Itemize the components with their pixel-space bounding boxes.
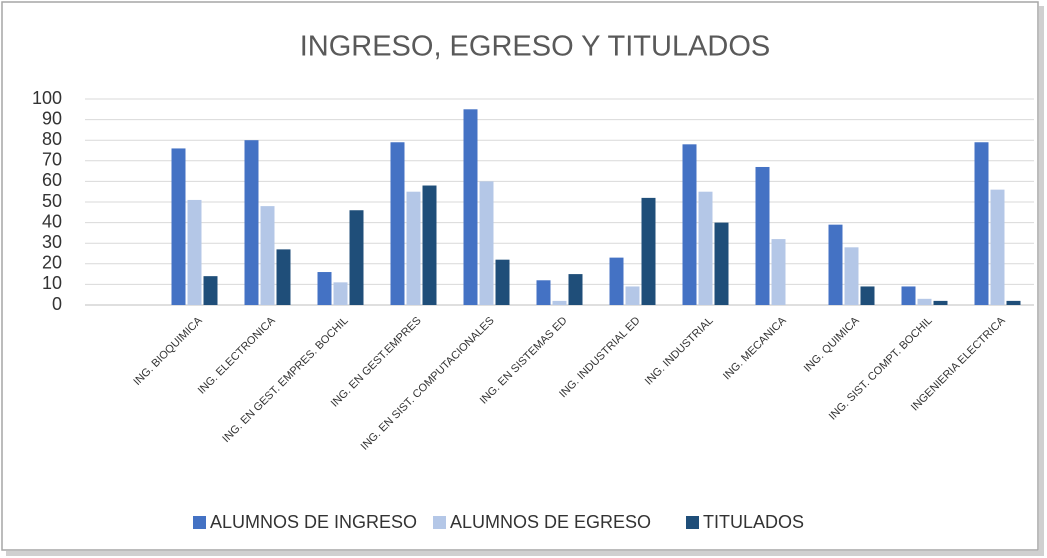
- y-tick-label: 10: [42, 273, 62, 293]
- y-tick-label: 70: [42, 150, 62, 170]
- bar: [406, 191, 421, 305]
- y-tick-label: 0: [52, 294, 62, 314]
- bar: [171, 148, 186, 305]
- bar: [187, 199, 202, 305]
- y-tick-label: 40: [42, 211, 62, 231]
- bar: [349, 210, 364, 305]
- bar: [625, 286, 640, 305]
- bar: [990, 189, 1005, 305]
- bar: [771, 239, 786, 305]
- y-tick-label: 100: [32, 88, 62, 108]
- bar: [901, 286, 916, 305]
- bar: [1006, 300, 1021, 305]
- legend-label: ALUMNOS DE INGRESO: [210, 512, 417, 532]
- bar: [755, 166, 770, 305]
- y-tick-label: 80: [42, 129, 62, 149]
- bar: [609, 257, 624, 305]
- bar: [495, 259, 510, 305]
- legend-label: TITULADOS: [703, 512, 804, 532]
- bar: [860, 286, 875, 305]
- bar: [828, 224, 843, 305]
- bar: [974, 142, 989, 305]
- bar: [276, 249, 291, 305]
- chart-frame: [1, 1, 1039, 551]
- bar: [536, 280, 551, 305]
- bar: [917, 298, 932, 305]
- bar: [479, 181, 494, 305]
- bar: [463, 109, 478, 305]
- y-tick-label: 60: [42, 170, 62, 190]
- bar: [333, 282, 348, 305]
- legend-swatch: [686, 516, 699, 529]
- chart-title: INGRESO, EGRESO Y TITULADOS: [300, 31, 771, 63]
- bar: [682, 144, 697, 305]
- bar: [244, 140, 259, 305]
- bar: [698, 191, 713, 305]
- y-tick-label: 50: [42, 191, 62, 211]
- bar: [933, 300, 948, 305]
- legend-swatch: [433, 516, 446, 529]
- frame-shadow: [6, 551, 1044, 556]
- bar: [714, 222, 729, 305]
- bar: [422, 185, 437, 305]
- bar: [568, 274, 583, 305]
- bar: [203, 276, 218, 305]
- bar: [260, 206, 275, 305]
- frame-shadow: [1039, 6, 1044, 554]
- bar: [390, 142, 405, 305]
- y-tick-label: 90: [42, 108, 62, 128]
- bar: [641, 197, 656, 305]
- y-tick-label: 20: [42, 253, 62, 273]
- y-tick-label: 30: [42, 232, 62, 252]
- bar: [844, 247, 859, 305]
- legend-label: ALUMNOS DE EGRESO: [450, 512, 651, 532]
- bar: [317, 272, 332, 305]
- legend-swatch: [193, 516, 206, 529]
- bar: [552, 300, 567, 305]
